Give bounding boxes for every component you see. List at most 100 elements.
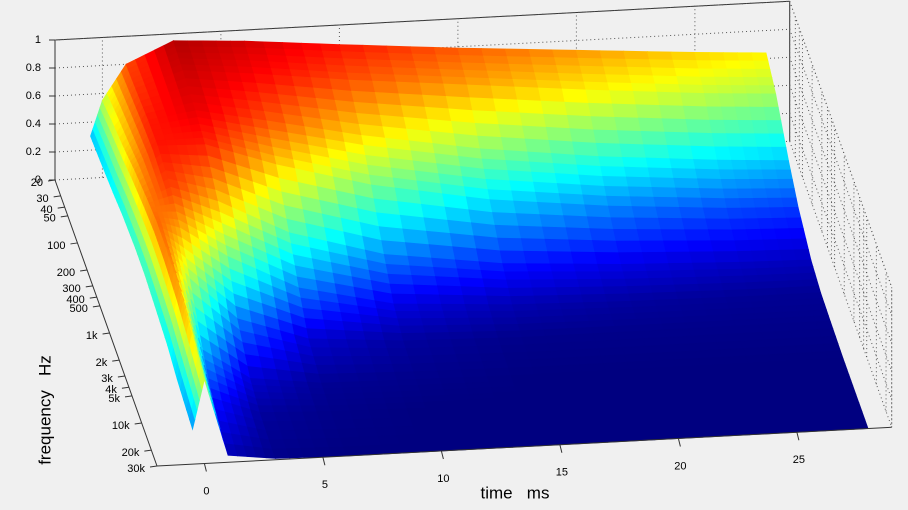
surface-patch: [344, 330, 367, 341]
surface-patch: [384, 340, 407, 350]
surface-patch: [221, 59, 239, 68]
surface-patch: [490, 85, 519, 101]
surface-patch: [342, 321, 365, 333]
surface-patch: [728, 76, 746, 87]
surface-patch: [761, 169, 779, 180]
surface-patch: [598, 156, 625, 168]
surface-patch: [579, 65, 607, 76]
surface-patch: [716, 159, 734, 171]
tick-mark: [559, 444, 563, 453]
surface-patch: [431, 354, 460, 364]
surface-patch: [437, 369, 465, 379]
surface-patch: [544, 238, 572, 253]
surface-patch: [542, 226, 570, 241]
surface-patch: [722, 52, 740, 62]
surface-patch: [294, 386, 312, 395]
tick-mark: [112, 359, 120, 362]
y-tick-label: 100: [47, 240, 65, 252]
surface-patch: [532, 64, 560, 74]
surface-patch: [648, 420, 676, 432]
surface-patch: [618, 252, 646, 265]
surface-patch: [393, 303, 421, 312]
z-tick-label: 0.4: [26, 118, 41, 130]
surface-patch: [308, 387, 327, 395]
surface-patch: [494, 323, 521, 332]
surface-patch: [411, 275, 438, 287]
y-tick-label: 30k: [127, 463, 145, 475]
surface-patch: [632, 91, 661, 106]
surface-patch: [231, 47, 250, 55]
surface-patch: [783, 266, 802, 275]
surface-patch: [707, 229, 736, 242]
surface-patch: [456, 268, 484, 280]
surface-patch: [616, 130, 645, 146]
surface-patch: [445, 96, 474, 112]
surface-patch: [421, 317, 448, 327]
tick-mark: [92, 305, 100, 308]
surface-patch: [235, 59, 253, 68]
surface-patch: [308, 338, 331, 349]
surface-patch: [401, 332, 428, 342]
surface-patch: [374, 426, 398, 437]
surface-patch: [368, 409, 392, 420]
surface-patch: [692, 409, 721, 421]
surface-patch: [556, 65, 583, 75]
y-tick-label: 50: [44, 213, 56, 225]
surface-patch: [511, 303, 539, 312]
y-tick-label: 400: [66, 294, 84, 306]
surface-patch: [559, 80, 587, 91]
surface-patch: [625, 58, 652, 69]
surface-patch: [474, 122, 502, 138]
surface-patch: [497, 237, 525, 252]
surface-patch: [509, 180, 536, 193]
surface-patch: [763, 406, 792, 417]
surface-patch: [613, 229, 641, 242]
surface-patch: [695, 418, 724, 430]
z-tick-label: 0: [35, 174, 41, 186]
surface-patch: [615, 240, 643, 254]
surface-patch: [511, 190, 538, 203]
surface-patch: [371, 417, 395, 429]
surface-patch: [673, 283, 701, 293]
surface-patch: [624, 278, 652, 287]
surface-patch: [397, 318, 424, 327]
surface-patch: [659, 105, 687, 120]
surface-patch: [610, 217, 638, 230]
surface-patch: [364, 52, 392, 61]
surface-patch: [712, 399, 741, 411]
surface-patch: [689, 251, 717, 264]
surface-patch: [538, 87, 566, 103]
surface-patch: [396, 434, 420, 445]
surface-patch: [719, 417, 747, 428]
surface-patch: [755, 267, 773, 276]
surface-patch: [668, 411, 697, 422]
surface-patch: [553, 279, 581, 288]
tick-mark: [57, 206, 65, 209]
surface-patch: [348, 347, 372, 357]
surface-patch: [540, 100, 568, 116]
surface-patch: [502, 263, 529, 273]
surface-patch: [460, 286, 488, 297]
surface-patch: [444, 317, 472, 326]
surface-patch: [594, 251, 622, 265]
surface-patch: [657, 217, 686, 231]
surface-patch: [498, 124, 526, 140]
surface-patch: [229, 40, 248, 49]
surface-patch: [759, 85, 777, 95]
surface-patch: [767, 260, 785, 269]
surface-patch: [564, 101, 592, 118]
surface-patch: [338, 44, 366, 53]
surface-patch: [634, 217, 662, 231]
surface-patch: [602, 176, 629, 188]
surface-patch: [591, 240, 620, 254]
surface-patch: [815, 320, 834, 330]
surface-patch: [663, 240, 691, 253]
surface-patch: [661, 118, 690, 134]
surface-patch: [573, 263, 601, 273]
surface-patch: [577, 57, 605, 68]
surface-patch: [726, 68, 744, 78]
surface-patch: [759, 160, 777, 171]
surface-patch: [787, 279, 805, 288]
surface-patch: [693, 269, 721, 278]
surface-patch: [769, 267, 787, 276]
